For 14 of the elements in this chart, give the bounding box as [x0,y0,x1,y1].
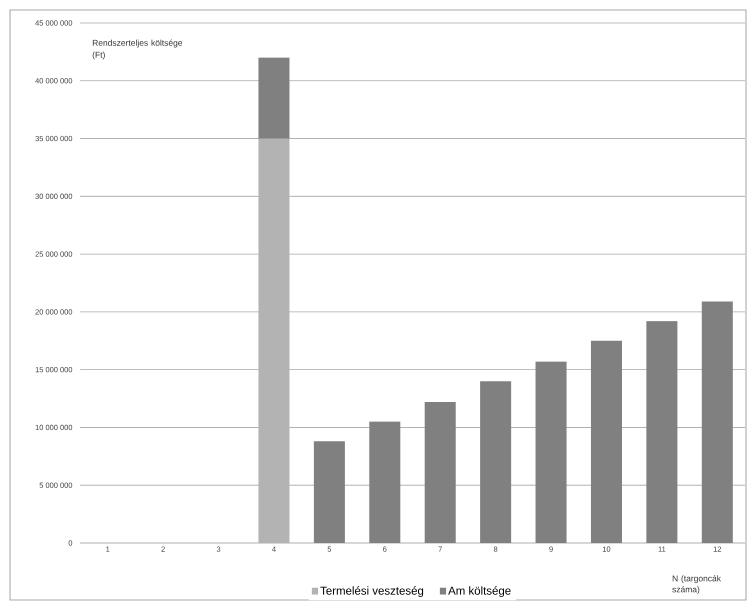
bar [590,340,622,543]
bar [258,138,290,543]
bar [314,441,345,543]
y-axis-title: Rendszerteljes költsége (Ft) [92,40,182,60]
bar [702,301,733,543]
bar [536,362,567,543]
legend-label: Termelési veszteség [320,586,424,597]
legend-label: Am költsége [448,586,511,597]
bar [646,321,678,543]
bar [258,58,290,139]
bar [480,381,512,543]
bar [369,422,400,543]
bar [424,402,456,543]
x-axis-title: N (targoncák száma) [672,575,721,594]
